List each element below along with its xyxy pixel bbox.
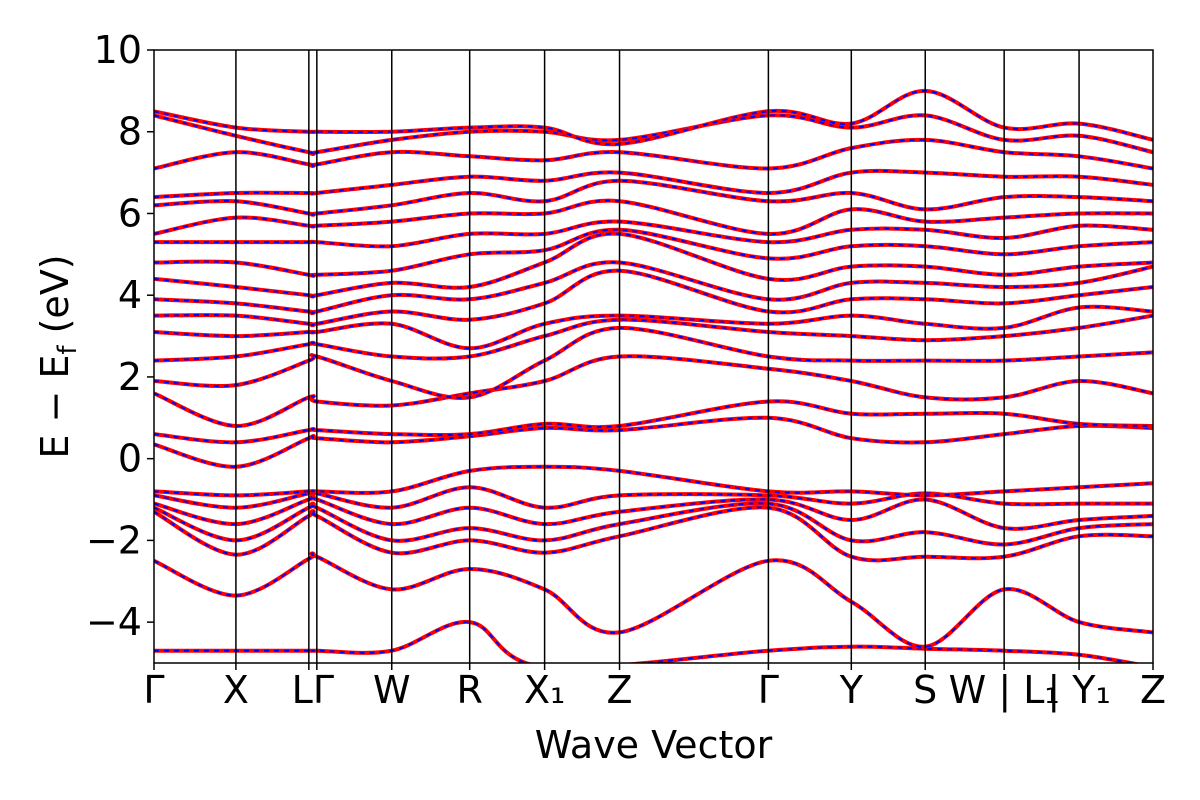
band-line-dashed-8 — [154, 400, 1153, 444]
band-line-dashed-7 — [154, 416, 1153, 468]
kpoint-divider-lines — [235, 50, 1080, 663]
band-line-18 — [154, 198, 1153, 236]
band-line-23 — [154, 88, 1153, 147]
band-line-dashed-21 — [154, 138, 1153, 170]
x-tick-label: Z — [1140, 668, 1166, 712]
x-tick-label: R — [456, 668, 482, 712]
band-line-dashed-22 — [154, 114, 1153, 155]
x-tick-label: S — [913, 668, 937, 712]
y-tick-label: 2 — [118, 355, 142, 399]
band-line-dashed-18 — [154, 199, 1153, 235]
band-line-dashed-6 — [154, 465, 1153, 497]
y-axis-label-main: E − E — [33, 355, 77, 459]
band-line-6 — [154, 464, 1153, 498]
x-tick-label: W — [373, 668, 411, 712]
band-line-dashed-3 — [154, 502, 1153, 546]
x-tick-label: Γ — [143, 668, 164, 712]
band-line-2 — [154, 505, 1153, 563]
band-line-dashed-14 — [154, 261, 1153, 315]
y-axis-ticks: −4 −2 0 2 4 6 8 10 — [86, 28, 154, 644]
band-line-dashed-15 — [154, 232, 1153, 298]
band-line-dashed-16 — [154, 228, 1153, 277]
band-line-dashed-2 — [154, 506, 1153, 562]
x-tick-label: Γ — [758, 668, 779, 712]
band-line-dashed-10 — [154, 326, 1153, 399]
x-tick-label: X — [223, 668, 249, 712]
band-line-12 — [154, 304, 1153, 351]
y-axis-label: E − Ef (eV) — [33, 254, 83, 458]
band-line-dashed-23 — [154, 89, 1153, 146]
x-axis-ticks: Γ X LΓ W R X₁ Z Γ Y S W | L₁| Y₁ Z — [143, 663, 1166, 713]
band-line-dashed-4 — [154, 495, 1153, 530]
y-tick-label: 6 — [118, 191, 142, 235]
y-axis-label-subscript: f — [53, 345, 83, 355]
x-tick-label: Y — [839, 668, 864, 712]
band-line-dashed-11 — [154, 314, 1153, 362]
band-line-dashed-13 — [154, 269, 1153, 327]
plot-frame — [153, 49, 1154, 664]
y-tick-label: 4 — [118, 273, 142, 317]
y-axis-label-unit: (eV) — [33, 254, 77, 345]
band-line-dashed-19 — [154, 179, 1153, 216]
y-tick-label: −2 — [86, 518, 142, 562]
x-tick-label: W | L₁ — [949, 668, 1060, 713]
x-tick-label: LΓ — [292, 668, 334, 712]
y-tick-label: 10 — [94, 28, 142, 72]
band-line-dashed-20 — [154, 169, 1153, 199]
band-line-1 — [154, 551, 1153, 649]
band-line-dashed-1 — [154, 552, 1153, 648]
band-line-4 — [154, 494, 1153, 531]
x-axis-label: Wave Vector — [535, 723, 773, 767]
x-tick-label: X₁ — [524, 668, 565, 712]
bands-layer — [154, 88, 1153, 663]
x-tick-label: Z — [607, 668, 633, 712]
x-tick-label: | Y₁ — [1047, 668, 1110, 713]
band-line-dashed-12 — [154, 305, 1153, 350]
y-tick-label: 0 — [118, 437, 142, 481]
y-tick-label: 8 — [118, 110, 142, 154]
band-line-dashed-17 — [154, 220, 1153, 248]
y-tick-label: −4 — [86, 600, 142, 644]
band-line-0 — [154, 620, 1142, 663]
band-line-7 — [154, 415, 1153, 469]
band-line-dashed-9 — [154, 355, 1153, 428]
